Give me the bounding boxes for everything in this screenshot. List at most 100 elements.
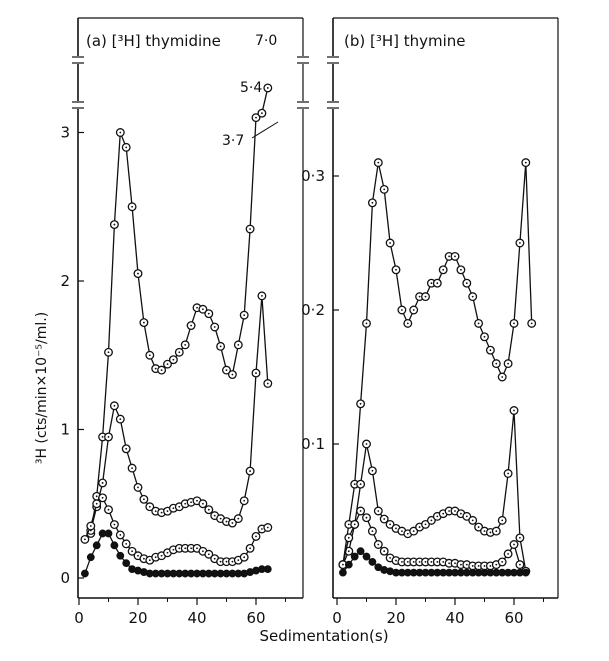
data-point-center-dot [95,502,98,505]
data-point-filled [122,559,131,568]
data-point-center-dot [477,322,480,325]
data-point-center-dot [172,507,175,510]
data-point-center-dot [359,483,362,486]
annotation-3-7-leader [251,121,279,139]
data-point-center-dot [113,223,116,226]
data-point-center-dot [347,536,350,539]
panel-b-title: (b) [³H] thymine [344,32,466,50]
data-point-center-dot [119,418,122,421]
data-point-center-dot [154,510,157,513]
data-point-center-dot [471,565,474,567]
y-tick-label: 0·3 [301,167,325,185]
data-point-center-dot [202,502,204,505]
data-point-center-dot [89,525,92,527]
data-point-center-dot [225,520,228,523]
annotation-5-4: 5·4 [240,80,262,96]
data-point-center-dot [207,508,210,511]
data-point-center-dot [371,201,374,204]
data-point-center-dot [255,116,257,119]
data-point-center-dot [255,372,257,374]
data-point-center-dot [190,501,193,504]
data-point-center-dot [219,560,222,563]
data-point-center-dot [249,228,252,230]
data-point-center-dot [172,358,175,361]
data-point-center-dot [148,354,151,357]
data-point-center-dot [231,560,234,563]
data-point-center-dot [460,512,462,515]
data-point-center-dot [184,547,187,550]
data-point-center-dot [383,188,386,191]
data-point-center-dot [166,510,169,513]
data-point-center-dot [178,351,181,354]
data-point-center-dot [406,532,409,535]
data-point-center-dot [237,343,240,346]
data-point-center-dot [395,559,397,562]
data-point-center-dot [454,510,456,512]
data-point-center-dot [507,362,509,365]
data-point-center-dot [424,523,427,526]
data-point-center-dot [107,508,110,511]
data-point-center-dot [143,321,145,324]
data-point-filled [356,547,365,556]
data-point-center-dot [513,322,515,325]
data-point-center-dot [377,510,380,512]
data-point-center-dot [359,510,362,512]
data-point-center-dot [353,483,356,486]
data-point-center-dot [383,550,386,553]
data-point-center-dot [178,547,181,550]
data-point-center-dot [125,542,128,545]
series-1-line [90,87,269,534]
data-point-center-dot [237,517,240,520]
data-point-filled [104,529,113,538]
data-point-center-dot [131,467,134,470]
data-point-center-dot [365,322,368,325]
data-point-center-dot [501,376,504,378]
data-point-filled [116,551,125,560]
data-point-filled [344,560,353,569]
data-point-center-dot [219,345,222,348]
annotation-3-7: 3·7 [222,133,244,149]
data-point-center-dot [412,561,415,563]
data-point-center-dot [166,551,169,554]
data-point-center-dot [101,482,104,484]
data-point-center-dot [137,272,139,275]
data-point-center-dot [395,527,397,530]
y-tick-label: 1 [60,421,70,439]
data-point-center-dot [190,547,193,550]
data-point-center-dot [430,561,433,563]
x-tick-label: 40 [187,609,206,627]
y-tick-label: 0·2 [301,301,325,319]
data-point-center-dot [424,561,427,563]
data-point-center-dot [101,436,104,438]
data-point-center-dot [184,502,187,505]
data-point-center-dot [395,268,397,271]
data-point-center-dot [471,295,474,298]
data-point-center-dot [213,557,216,560]
data-point-center-dot [196,306,198,309]
data-point-center-dot [377,161,380,164]
data-point-center-dot [460,563,462,566]
data-point-center-dot [513,543,515,546]
data-point-filled [521,568,530,577]
data-point-center-dot [483,565,486,567]
data-point-center-dot [471,519,474,522]
panel-b-thymine: 0 20 40 60 0·1 0·2 0·3 [301,17,559,627]
data-point-center-dot [418,295,421,298]
data-point-center-dot [465,282,468,285]
data-point-center-dot [154,367,157,370]
data-point-center-dot [519,536,521,539]
data-point-center-dot [436,561,439,563]
data-point-center-dot [207,553,210,556]
data-point-center-dot [489,349,492,352]
y-tick-label: 2 [60,272,70,290]
data-point-center-dot [477,565,480,567]
data-point-center-dot [442,268,445,271]
data-point-center-dot [412,309,415,311]
x-tick-label: 0 [332,609,342,627]
data-point-center-dot [448,562,450,565]
x-tick-label: 20 [386,609,405,627]
data-point-center-dot [119,131,122,134]
data-point-center-dot [507,552,509,555]
data-point-center-dot [406,561,409,563]
data-point-center-dot [436,515,439,518]
